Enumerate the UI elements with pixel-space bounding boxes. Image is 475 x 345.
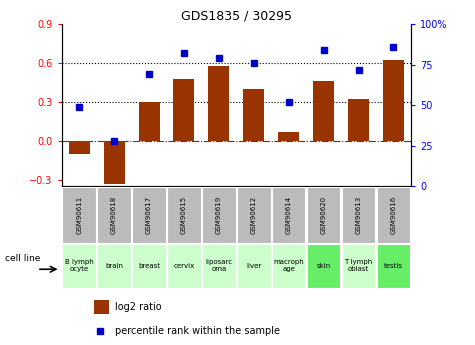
Text: macroph
age: macroph age [273, 259, 304, 272]
FancyBboxPatch shape [132, 244, 166, 288]
Text: GSM90614: GSM90614 [285, 196, 292, 234]
Bar [69, 141, 90, 154]
FancyBboxPatch shape [377, 244, 410, 288]
Text: GSM90618: GSM90618 [111, 196, 117, 234]
Text: liver: liver [246, 263, 261, 269]
Text: percentile rank within the sample: percentile rank within the sample [115, 326, 280, 336]
FancyBboxPatch shape [202, 187, 236, 243]
Text: T lymph
oblast: T lymph oblast [344, 259, 372, 272]
Text: skin: skin [316, 263, 331, 269]
FancyBboxPatch shape [237, 244, 271, 288]
Bar [348, 99, 369, 141]
Text: GSM90616: GSM90616 [390, 196, 397, 234]
FancyBboxPatch shape [307, 187, 341, 243]
Text: GSM90613: GSM90613 [355, 196, 361, 234]
FancyBboxPatch shape [377, 187, 410, 243]
FancyBboxPatch shape [62, 244, 96, 288]
Bar [209, 66, 229, 141]
FancyBboxPatch shape [202, 244, 236, 288]
Title: GDS1835 / 30295: GDS1835 / 30295 [181, 10, 292, 23]
Text: B lymph
ocyte: B lymph ocyte [65, 259, 94, 272]
Text: cervix: cervix [173, 263, 195, 269]
FancyBboxPatch shape [307, 244, 341, 288]
Bar [173, 79, 194, 141]
FancyBboxPatch shape [97, 187, 131, 243]
FancyBboxPatch shape [342, 187, 375, 243]
Bar [243, 89, 264, 141]
FancyBboxPatch shape [97, 244, 131, 288]
Text: GSM90619: GSM90619 [216, 196, 222, 234]
Text: liposarc
oma: liposarc oma [205, 259, 232, 272]
Text: breast: breast [138, 263, 160, 269]
FancyBboxPatch shape [272, 187, 305, 243]
Bar [139, 102, 160, 141]
Text: GSM90615: GSM90615 [181, 196, 187, 234]
FancyBboxPatch shape [342, 244, 375, 288]
Bar [383, 60, 404, 141]
FancyBboxPatch shape [272, 244, 305, 288]
Text: brain: brain [105, 263, 123, 269]
Text: GSM90611: GSM90611 [76, 196, 82, 234]
Text: testis: testis [384, 263, 403, 269]
Bar [313, 81, 334, 141]
FancyBboxPatch shape [237, 187, 271, 243]
Text: GSM90612: GSM90612 [251, 196, 257, 234]
Bar [104, 141, 124, 184]
FancyBboxPatch shape [132, 187, 166, 243]
Text: GSM90620: GSM90620 [321, 196, 327, 234]
Text: GSM90617: GSM90617 [146, 196, 152, 234]
FancyBboxPatch shape [167, 187, 201, 243]
Text: log2 ratio: log2 ratio [115, 302, 162, 312]
Bar [94, 300, 108, 314]
Bar [278, 132, 299, 141]
FancyBboxPatch shape [62, 187, 96, 243]
FancyBboxPatch shape [167, 244, 201, 288]
Text: cell line: cell line [5, 254, 40, 264]
